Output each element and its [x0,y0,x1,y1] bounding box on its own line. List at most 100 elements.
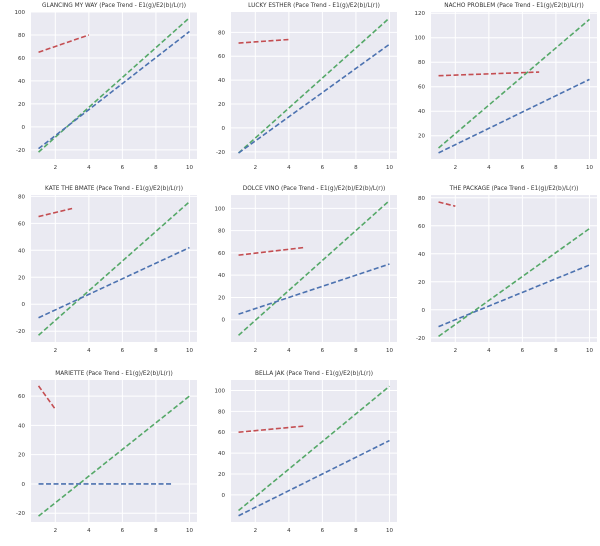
x-tick-label: 8 [554,348,558,354]
x-tick-label: 2 [54,348,58,354]
y-tick-label: 60 [218,251,225,257]
series-line-l [38,207,73,218]
subplot-title: LUCKY ESTHER (Pace Trend - E1(g)/E2(b)/L… [248,3,380,9]
plot-area [431,195,597,342]
series-line-l [238,246,306,256]
series-line-e2 [438,78,590,154]
y-tick-label: 80 [18,194,25,200]
series-line-e2 [38,30,190,150]
y-tick-label: -20 [216,150,225,156]
subplot-0: GLANCING MY WAY (Pace Trend - E1(g)/E2(b… [15,3,197,171]
y-tick-label: 40 [18,79,25,85]
subplot-6: MARIETTE (Pace Trend - E1(g)/E2(b)/L(r))… [16,371,197,534]
x-tick-label: 2 [454,165,458,171]
y-tick-label: 40 [18,423,25,429]
y-tick-label: 60 [218,54,225,60]
subplot-1: LUCKY ESTHER (Pace Trend - E1(g)/E2(b)/L… [216,3,397,171]
x-tick-label: 6 [321,528,325,534]
plot-area [431,12,597,159]
x-tick-label: 6 [521,348,525,354]
series-line-e1 [438,227,590,338]
series-line-e1 [38,201,190,336]
subplot-title: THE PACKAGE (Pace Trend - E1(g)/E2(b)/L(… [449,186,579,192]
series-line-l [238,38,289,44]
y-tick-label: 60 [18,394,25,400]
subplot-title: NACHO PROBLEM (Pace Trend - E1(g)/E2(b)/… [444,3,584,9]
x-tick-label: 4 [287,528,291,534]
subplot-title: BELLA JAK (Pace Trend - E1(g)/E2(b)/L(r)… [255,371,373,377]
subplot-7: BELLA JAK (Pace Trend - E1(g)/E2(b)/L(r)… [215,371,397,534]
y-tick-label: 40 [18,248,25,254]
series-line-e2 [238,263,390,315]
x-tick-label: 6 [121,348,125,354]
x-tick-label: 10 [186,528,193,534]
x-tick-label: 8 [154,528,158,534]
x-tick-label: 10 [186,165,193,171]
series-line-e1 [238,385,390,512]
y-tick-label: 0 [22,482,26,488]
subplot-4: DOLCE VINO (Pace Trend - E1(g)/E2(b)/E2(… [215,186,397,354]
series-line-e2 [238,439,390,517]
x-tick-label: 2 [54,165,58,171]
y-tick-label: -20 [16,148,25,154]
x-tick-label: 4 [87,348,91,354]
x-tick-label: 2 [254,348,258,354]
y-tick-label: 0 [422,308,426,314]
series-line-l [438,201,456,207]
x-tick-label: 10 [386,528,393,534]
series-line-l [37,385,56,410]
x-tick-label: 10 [186,348,193,354]
series-line-e1 [38,395,190,517]
y-tick-label: 100 [15,10,26,16]
x-tick-label: 6 [121,165,125,171]
x-tick-label: 4 [87,528,91,534]
x-tick-label: 10 [386,165,393,171]
plot-area [31,380,197,522]
y-tick-label: 80 [418,60,425,66]
subplot-title: KATE THE BMATE (Pace Trend - E1(g)/E2(b)… [45,186,183,192]
series-line-e2 [238,43,390,154]
y-tick-label: 60 [418,85,425,91]
y-tick-label: -20 [16,329,25,335]
x-tick-label: 10 [386,348,393,354]
y-tick-label: 40 [218,451,225,457]
x-tick-label: 8 [354,528,358,534]
y-tick-label: 0 [222,126,226,132]
y-tick-label: 60 [218,430,225,436]
y-tick-label: 20 [18,453,25,459]
y-tick-label: 20 [418,134,425,140]
y-tick-label: 20 [418,280,425,286]
y-tick-label: 60 [18,221,25,227]
subplot-title: GLANCING MY WAY (Pace Trend - E1(g)/E2(b… [42,3,186,9]
x-tick-label: 6 [121,528,125,534]
x-tick-label: 2 [254,528,258,534]
y-tick-label: 80 [18,33,25,39]
y-tick-label: 100 [215,388,226,394]
series-line-l [38,34,90,53]
y-tick-label: 80 [218,30,225,36]
x-tick-label: 8 [154,165,158,171]
y-tick-label: 80 [218,409,225,415]
x-tick-label: 6 [521,165,525,171]
subplot-title: MARIETTE (Pace Trend - E1(g)/E2(b)/L(r)) [55,371,173,377]
x-tick-label: 10 [586,348,593,354]
x-tick-label: 8 [354,348,358,354]
y-tick-label: 80 [418,196,425,202]
y-tick-label: 0 [222,493,226,499]
subplot-2: NACHO PROBLEM (Pace Trend - E1(g)/E2(b)/… [415,3,597,171]
y-tick-label: 40 [218,273,225,279]
x-tick-label: 6 [321,348,325,354]
x-tick-label: 4 [287,348,291,354]
series-line-e2 [38,246,190,319]
y-tick-label: 20 [18,275,25,281]
y-tick-label: 0 [22,302,26,308]
x-tick-label: 6 [321,165,325,171]
y-tick-label: 80 [218,229,225,235]
subplot-3: KATE THE BMATE (Pace Trend - E1(g)/E2(b)… [16,186,197,354]
y-tick-label: 20 [218,102,225,108]
subplot-5: THE PACKAGE (Pace Trend - E1(g)/E2(b)/L(… [416,186,597,354]
subplot-title: DOLCE VINO (Pace Trend - E1(g)/E2(b)/E2(… [243,186,385,192]
series-line-e1 [238,17,390,154]
y-tick-label: 60 [18,56,25,62]
